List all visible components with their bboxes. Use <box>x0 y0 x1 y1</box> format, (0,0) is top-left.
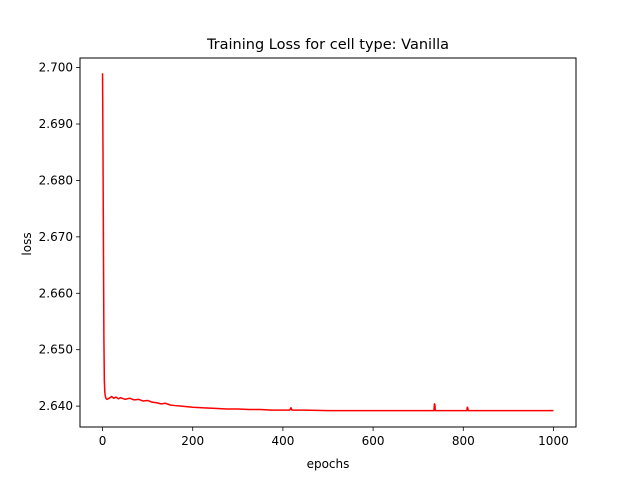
y-tick-label: 2.680 <box>39 173 73 187</box>
y-axis-title: loss <box>20 232 34 255</box>
x-tick-label: 1000 <box>538 434 569 448</box>
plot-area: 0 200 400 600 800 1000 2.640 2.650 2.660 2.670 2.6… <box>39 57 577 448</box>
y-tick-label: 2.700 <box>39 61 73 75</box>
y-tick-label: 2.650 <box>39 343 73 357</box>
chart-title: Training Loss for cell type: Vanilla <box>206 37 449 53</box>
y-tick-label: 2.670 <box>39 230 73 244</box>
x-tick-label: 800 <box>452 434 475 448</box>
x-tick-label: 400 <box>271 434 294 448</box>
axes-frame <box>79 57 577 428</box>
x-axis-title: epochs <box>307 457 350 471</box>
loss-series-line <box>101 73 554 412</box>
y-tick-label: 2.660 <box>39 286 73 300</box>
y-tick-label: 2.640 <box>39 399 73 413</box>
x-tick-label: 0 <box>99 434 107 448</box>
x-tick-label: 200 <box>181 434 204 448</box>
x-tick-label: 600 <box>362 434 385 448</box>
y-tick-label: 2.690 <box>39 117 73 131</box>
